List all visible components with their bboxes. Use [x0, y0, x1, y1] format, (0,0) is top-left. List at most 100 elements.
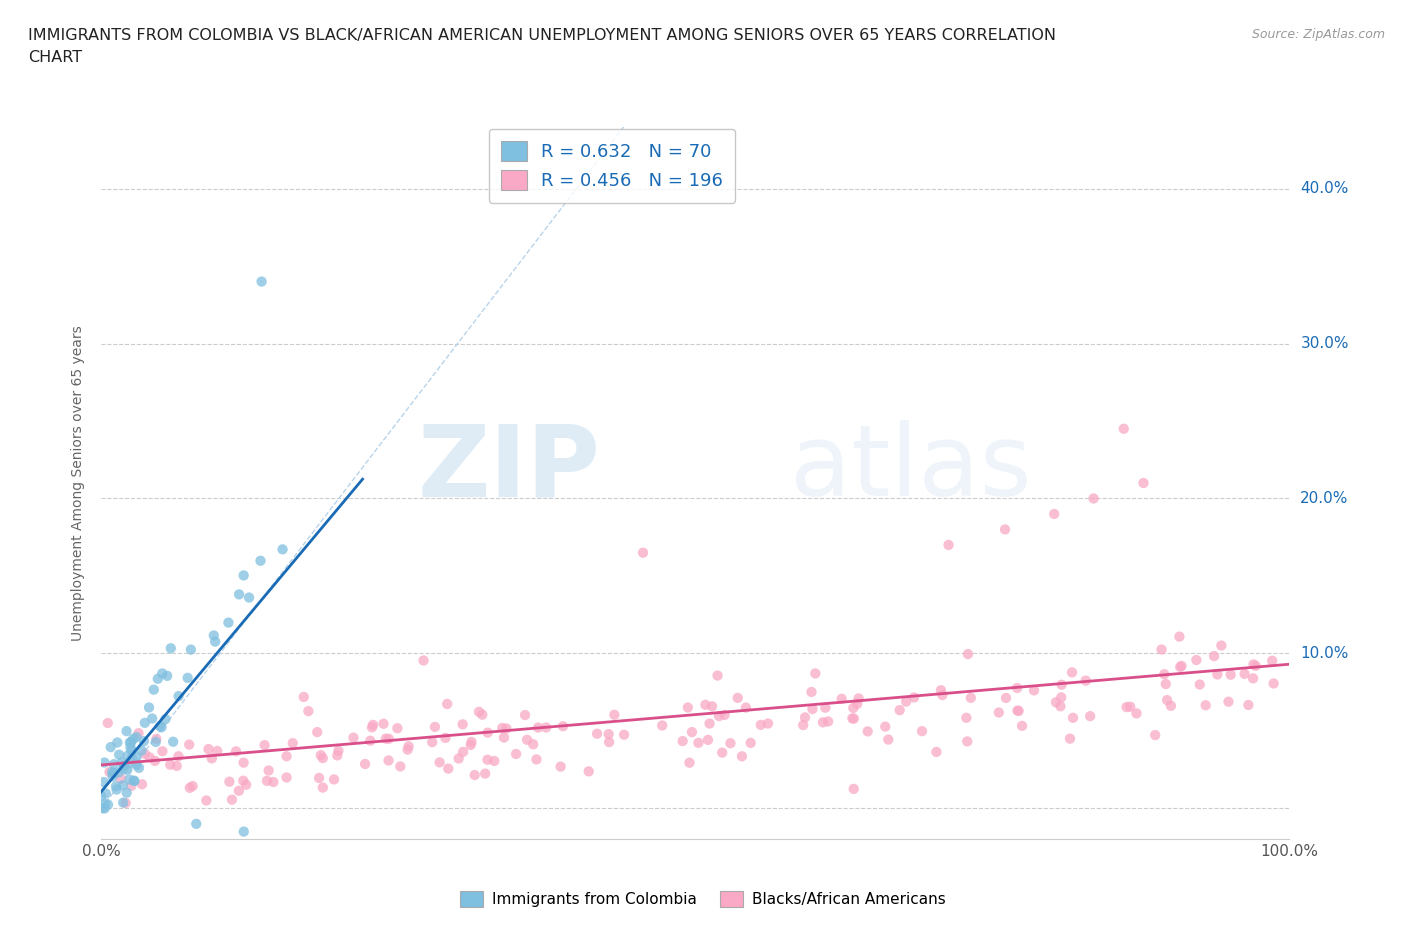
Point: [228, 783, 250, 798]
Legend: Immigrants from Colombia, Blacks/African Americans: Immigrants from Colombia, Blacks/African…: [454, 884, 952, 913]
Point: [253, 737, 276, 752]
Point: [995, 690, 1018, 705]
Point: [232, 755, 254, 770]
Point: [1059, 731, 1081, 746]
Point: [145, 732, 167, 747]
Point: [464, 767, 486, 782]
Text: atlas: atlas: [790, 420, 1032, 517]
Point: [681, 724, 703, 739]
Point: [262, 775, 284, 790]
Point: [598, 726, 620, 741]
Point: [688, 736, 710, 751]
Point: [1007, 703, 1029, 718]
Point: [207, 743, 229, 758]
Point: [361, 720, 384, 735]
Point: [249, 553, 271, 568]
Point: [118, 735, 141, 750]
Point: [94, 786, 117, 801]
Point: [1195, 698, 1218, 712]
Point: [1211, 638, 1233, 653]
Point: [491, 721, 513, 736]
Point: [122, 774, 145, 789]
Point: [361, 717, 384, 732]
Point: [94, 801, 117, 816]
Point: [115, 785, 138, 800]
Point: [128, 725, 150, 740]
Point: [842, 700, 865, 715]
Point: [695, 698, 717, 712]
Point: [1168, 659, 1191, 674]
Point: [179, 737, 201, 752]
Point: [1261, 653, 1284, 668]
Point: [103, 765, 125, 780]
Point: [1007, 703, 1029, 718]
Point: [90, 789, 112, 804]
Point: [167, 689, 190, 704]
Point: [125, 758, 148, 773]
Point: [1112, 421, 1135, 436]
Point: [495, 721, 517, 736]
Point: [1241, 671, 1264, 685]
Point: [110, 771, 132, 786]
Point: [513, 708, 536, 723]
Point: [98, 764, 121, 779]
Point: [697, 733, 720, 748]
Point: [186, 817, 208, 831]
Point: [122, 774, 145, 789]
Point: [429, 755, 451, 770]
Point: [1219, 667, 1241, 682]
Point: [250, 274, 273, 289]
Point: [134, 715, 156, 730]
Point: [121, 743, 143, 758]
Point: [468, 704, 491, 719]
Point: [232, 568, 254, 583]
Point: [1150, 642, 1173, 657]
Point: [112, 795, 135, 810]
Point: [162, 735, 184, 750]
Point: [150, 720, 173, 735]
Point: [97, 715, 120, 730]
Point: [505, 747, 527, 762]
Point: [516, 732, 538, 747]
Point: [842, 711, 865, 726]
Point: [956, 734, 979, 749]
Point: [354, 756, 377, 771]
Point: [437, 761, 460, 776]
Point: [1185, 653, 1208, 668]
Point: [155, 711, 177, 726]
Point: [225, 744, 247, 759]
Point: [740, 736, 762, 751]
Point: [141, 711, 163, 726]
Point: [1062, 711, 1084, 725]
Point: [959, 690, 981, 705]
Point: [792, 718, 814, 733]
Point: [398, 738, 420, 753]
Point: [159, 641, 181, 656]
Point: [534, 720, 557, 735]
Point: [359, 733, 381, 748]
Point: [166, 759, 188, 774]
Point: [1160, 698, 1182, 713]
Point: [1243, 657, 1265, 671]
Point: [1154, 677, 1177, 692]
Point: [108, 748, 131, 763]
Point: [477, 752, 499, 767]
Point: [122, 731, 145, 746]
Point: [551, 719, 574, 734]
Point: [955, 711, 977, 725]
Point: [150, 744, 173, 759]
Point: [389, 759, 412, 774]
Point: [297, 704, 319, 719]
Point: [1119, 699, 1142, 714]
Point: [756, 716, 779, 731]
Point: [117, 749, 139, 764]
Point: [471, 708, 494, 723]
Point: [1083, 491, 1105, 506]
Point: [143, 753, 166, 768]
Point: [1050, 690, 1073, 705]
Point: [103, 757, 125, 772]
Point: [412, 653, 434, 668]
Point: [114, 795, 136, 810]
Point: [451, 717, 474, 732]
Point: [1202, 648, 1225, 663]
